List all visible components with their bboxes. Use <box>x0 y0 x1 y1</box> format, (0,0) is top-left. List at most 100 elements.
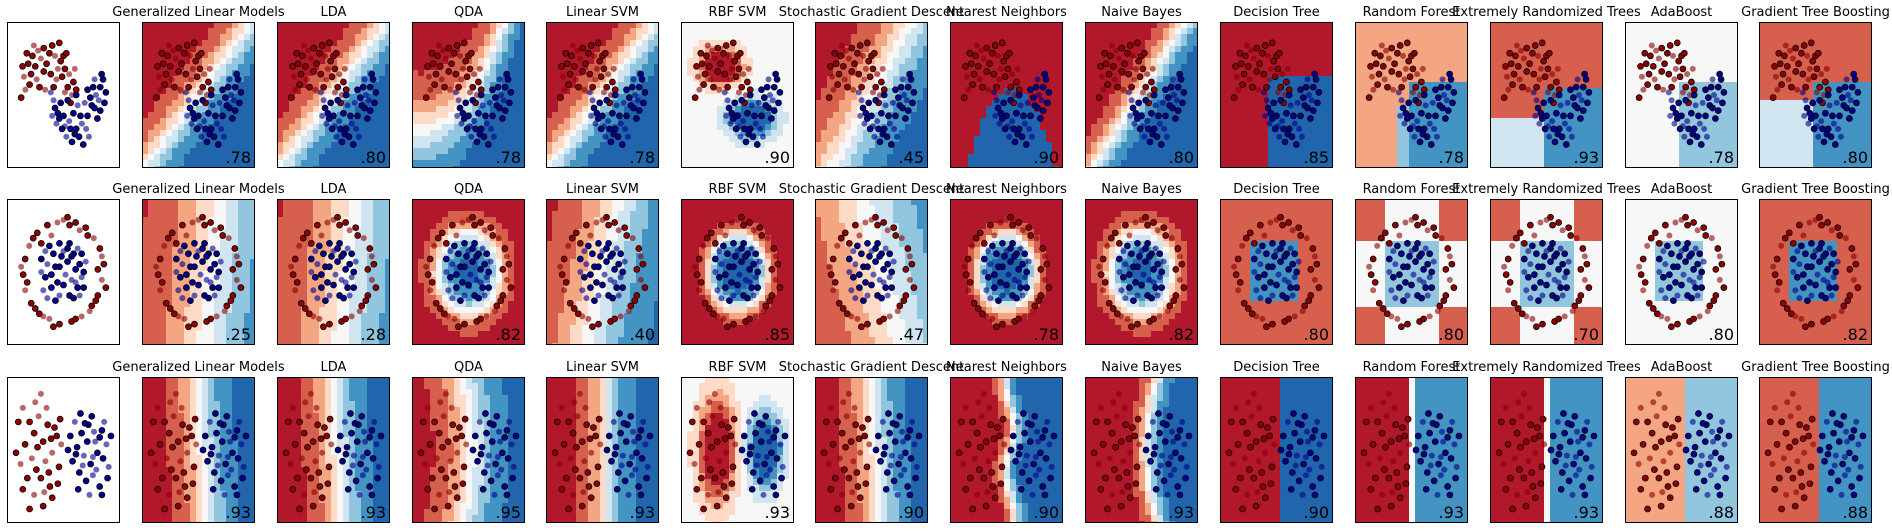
blue-class-point <box>1716 70 1723 78</box>
blue-class-point <box>442 255 450 263</box>
blue-class-point <box>1699 419 1707 427</box>
blue-class-point <box>580 273 588 281</box>
red-class-point <box>76 227 83 234</box>
red-class-point <box>693 62 700 70</box>
red-class-point <box>1285 315 1292 323</box>
blue-class-point <box>1572 83 1580 91</box>
blue-class-point <box>595 263 602 271</box>
red-class-point <box>227 297 235 305</box>
blue-class-point <box>1281 253 1288 260</box>
subplot-r2-c0 <box>7 377 120 523</box>
red-class-point <box>1690 315 1697 323</box>
red-class-point <box>1105 299 1113 307</box>
red-class-point <box>217 224 225 232</box>
red-class-point <box>1275 49 1283 57</box>
blue-class-point <box>628 454 635 461</box>
red-class-point <box>307 239 315 247</box>
blue-class-point <box>1433 133 1440 140</box>
red-class-point <box>1642 60 1650 68</box>
red-class-point <box>56 320 63 328</box>
red-class-point <box>1653 413 1660 420</box>
blue-class-point <box>40 287 47 294</box>
red-class-point <box>435 429 443 437</box>
red-class-point <box>855 70 863 78</box>
blue-class-point <box>994 104 1002 112</box>
blue-class-point <box>1712 449 1719 457</box>
red-class-point <box>152 94 160 101</box>
red-class-point <box>321 424 328 431</box>
red-class-point <box>595 415 603 423</box>
blue-class-point <box>601 271 608 278</box>
blue-class-point <box>1017 284 1024 291</box>
red-class-point <box>300 429 308 437</box>
red-class-point <box>31 491 38 498</box>
blue-class-point <box>184 112 191 119</box>
blue-class-point <box>483 120 490 127</box>
blue-class-point <box>1439 428 1446 435</box>
red-class-point <box>1402 480 1410 488</box>
subplot-frame <box>142 199 255 345</box>
red-class-point <box>1230 461 1237 468</box>
blue-class-point <box>1668 97 1675 104</box>
blue-class-point <box>1172 115 1179 122</box>
blue-class-point <box>1422 102 1429 109</box>
blue-class-point <box>1665 89 1672 96</box>
red-class-point <box>1013 78 1020 86</box>
red-class-point <box>1250 239 1258 247</box>
red-class-point <box>1372 60 1380 68</box>
blue-class-point <box>1024 99 1031 106</box>
blue-class-point <box>449 295 456 302</box>
blue-class-point <box>451 242 458 250</box>
blue-class-point <box>1658 287 1665 294</box>
blue-class-point <box>1015 266 1022 273</box>
blue-class-point <box>1436 412 1444 420</box>
blue-class-point <box>1176 491 1184 499</box>
blue-class-point <box>1857 463 1864 470</box>
blue-class-point <box>362 92 369 98</box>
blue-class-point <box>1667 112 1674 119</box>
blue-class-point <box>724 250 731 258</box>
blue-class-point <box>1690 279 1697 286</box>
red-class-point <box>34 443 41 451</box>
blue-class-point <box>621 477 629 485</box>
red-class-point <box>324 480 332 488</box>
blue-class-point <box>210 133 218 141</box>
red-class-point <box>591 52 598 59</box>
red-class-point <box>1247 443 1254 451</box>
blue-class-point <box>882 245 889 252</box>
blue-class-point <box>1289 260 1296 268</box>
red-class-point <box>839 491 846 498</box>
red-class-point <box>55 39 63 47</box>
blue-class-point <box>207 279 214 286</box>
blue-class-point <box>1423 133 1431 141</box>
blue-class-point <box>1681 133 1688 140</box>
blue-class-point <box>1130 297 1137 305</box>
blue-class-point <box>737 133 744 140</box>
blue-class-point <box>209 102 216 109</box>
red-class-point <box>856 232 863 239</box>
blue-class-point <box>340 109 347 117</box>
red-class-point <box>1852 260 1860 268</box>
red-class-point <box>1684 71 1691 78</box>
blue-class-point <box>1530 89 1537 96</box>
blue-class-point <box>461 263 468 271</box>
blue-class-point <box>224 472 231 479</box>
blue-class-point <box>592 120 599 127</box>
blue-class-point <box>1558 133 1566 141</box>
blue-class-point <box>1036 466 1043 473</box>
blue-class-point <box>899 104 906 112</box>
red-class-point <box>39 502 47 510</box>
red-class-point <box>1830 313 1837 320</box>
red-class-point <box>441 83 448 91</box>
blue-class-point <box>1427 141 1435 148</box>
blue-class-point <box>712 269 719 275</box>
blue-class-point <box>479 102 486 109</box>
red-class-point <box>444 502 452 510</box>
red-class-point <box>1520 390 1527 397</box>
blue-class-point <box>1524 273 1532 281</box>
red-class-point <box>463 73 471 81</box>
red-class-point <box>1510 299 1518 307</box>
blue-class-point <box>1019 292 1026 299</box>
blue-class-point <box>1826 485 1834 493</box>
subplot-r0-c8: Naive Bayes.80 <box>1085 5 1198 168</box>
